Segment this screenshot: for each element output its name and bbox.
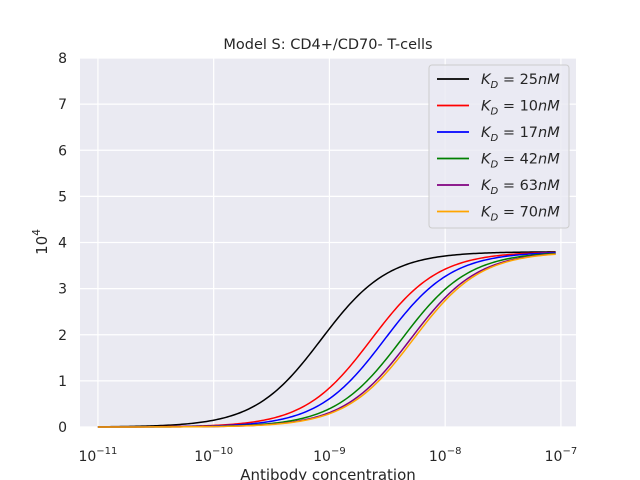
x-tick-base: 10 <box>78 449 96 465</box>
y-tick-label: 0 <box>58 420 67 436</box>
y-axis-label: 104 <box>31 229 51 255</box>
x-tick-label: 10−10 <box>194 446 233 465</box>
legend-label: KD = 42nM <box>481 152 560 171</box>
legend-label: KD = 10nM <box>481 99 560 118</box>
y-tick-label: 5 <box>58 189 67 205</box>
series-lines <box>97 251 556 428</box>
chart-title: Model S: CD4+/CD70- T-cells <box>223 37 432 53</box>
legend-label: KD = 17nM <box>481 125 560 144</box>
x-tick-label: 10−9 <box>313 446 346 465</box>
x-tick-base: 10 <box>429 449 447 465</box>
x-tick-label: 10−8 <box>429 446 462 465</box>
x-tick-exponent: −11 <box>96 446 117 457</box>
y-tick-label: 1 <box>58 374 67 390</box>
y-tick-labels: 0 1 2 3 4 5 6 7 8 <box>58 51 67 436</box>
legend-label: KD = 63nM <box>481 178 560 197</box>
x-tick-exponent: −9 <box>331 446 346 457</box>
x-tick-base: 10 <box>313 449 331 465</box>
y-tick-label: 2 <box>58 328 67 344</box>
y-tick-label: 4 <box>58 236 67 252</box>
y-tick-label: 3 <box>58 282 67 298</box>
y-tick-label: 8 <box>58 51 67 67</box>
x-tick-labels: 10−11 10−10 10−9 10−8 10−7 <box>78 446 577 465</box>
x-tick-label: 10−11 <box>78 446 117 465</box>
legend-label: KD = 25nM <box>481 72 560 91</box>
legend: KD = 25nM KD = 10nM KD = 17nM KD = 42nM KD =… <box>428 64 570 229</box>
y-tick-label: 6 <box>58 143 67 159</box>
legend-label: KD = 70nM <box>481 205 560 224</box>
x-tick-exponent: −8 <box>447 446 462 457</box>
series-line-kd-70 <box>97 253 556 428</box>
grid <box>80 57 576 428</box>
x-tick-exponent: −10 <box>212 446 233 457</box>
x-axis-label: Antibody concentration <box>240 466 416 480</box>
x-tick-base: 10 <box>194 449 212 465</box>
series-line-kd-25 <box>97 251 556 428</box>
x-tick-base: 10 <box>545 449 563 465</box>
y-tick-label: 7 <box>58 97 67 113</box>
y-axis-label-exponent: 4 <box>31 229 43 236</box>
x-tick-exponent: −7 <box>562 446 577 457</box>
x-tick-label: 10−7 <box>545 446 578 465</box>
